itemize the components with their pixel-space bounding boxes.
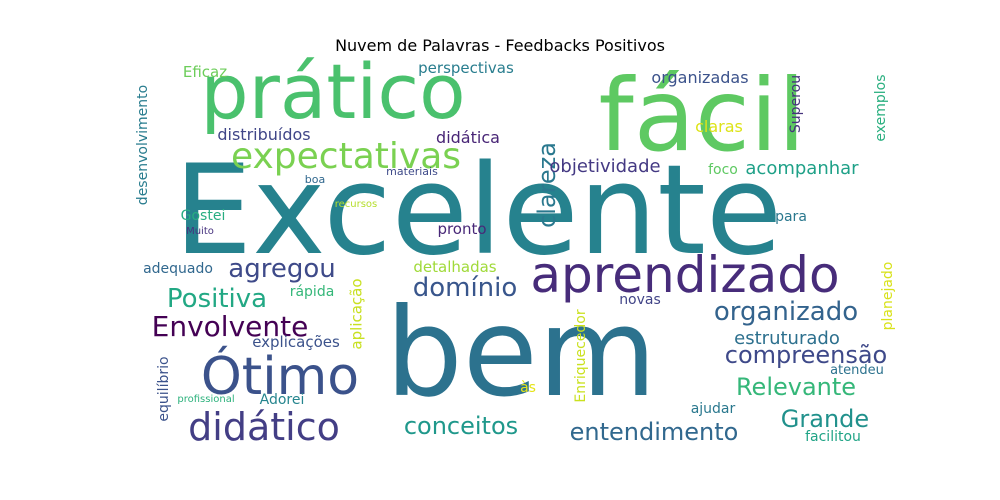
word-12: domínio <box>413 273 518 303</box>
word-24: didática <box>436 128 500 147</box>
word-51: profissional <box>177 394 234 405</box>
word-48: equilíbrio <box>156 356 172 421</box>
word-16: Relevante <box>736 373 856 401</box>
word-54: facilitou <box>805 429 861 445</box>
word-40: adequado <box>143 261 213 277</box>
word-21: acompanhar <box>745 158 859 179</box>
word-46: planejado <box>880 262 896 331</box>
word-1: Excelente <box>174 139 782 283</box>
word-33: para <box>775 209 807 225</box>
word-52: Adorei <box>260 392 305 408</box>
word-14: organizado <box>714 297 858 327</box>
word-29: Superou <box>788 75 804 133</box>
word-38: Muito <box>186 226 214 237</box>
word-53: ajudar <box>691 401 736 417</box>
word-7: Ótimo <box>201 345 359 407</box>
word-17: Grande <box>781 405 869 433</box>
word-36: recursos <box>335 199 378 210</box>
word-10: Positiva <box>167 284 267 314</box>
word-19: entendimento <box>570 418 739 446</box>
word-8: didático <box>188 405 340 449</box>
word-3: fácil <box>598 57 805 174</box>
chart-title: Nuvem de Palavras - Feedbacks Positivos <box>335 36 665 55</box>
word-44: novas <box>619 292 661 308</box>
word-11: agregou <box>228 254 335 284</box>
word-39: pronto <box>437 220 486 238</box>
word-50: às <box>520 380 536 396</box>
word-32: foco <box>708 162 738 178</box>
word-27: Eficaz <box>183 63 227 81</box>
word-42: rápida <box>290 284 335 300</box>
word-2: bem <box>385 282 656 424</box>
word-28: claras <box>695 117 743 136</box>
word-35: materiais <box>386 165 438 178</box>
word-13: clareza <box>533 142 561 228</box>
word-43: aplicação <box>348 278 366 349</box>
word-26: perspectivas <box>418 59 514 77</box>
word-9: Envolvente <box>152 310 309 343</box>
word-34: boa <box>305 173 325 186</box>
word-49: atendeu <box>830 363 884 378</box>
word-20: estruturado <box>734 328 840 349</box>
word-4: prático <box>200 47 465 136</box>
word-22: objetividade <box>549 156 660 177</box>
word-18: conceitos <box>404 412 518 440</box>
word-41: detalhadas <box>413 258 496 276</box>
word-30: exemplos <box>873 74 889 141</box>
word-5: aprendizado <box>530 246 839 304</box>
word-25: organizadas <box>651 68 748 87</box>
word-23: distribuídos <box>217 125 310 144</box>
word-6: expectativas <box>231 136 461 177</box>
word-45: Enriquecedor <box>573 309 589 403</box>
word-47: explicações <box>252 333 340 351</box>
word-37: Gostei <box>181 208 226 224</box>
word-15: compreensão <box>725 341 887 369</box>
word-31: desenvolvimento <box>135 85 151 205</box>
